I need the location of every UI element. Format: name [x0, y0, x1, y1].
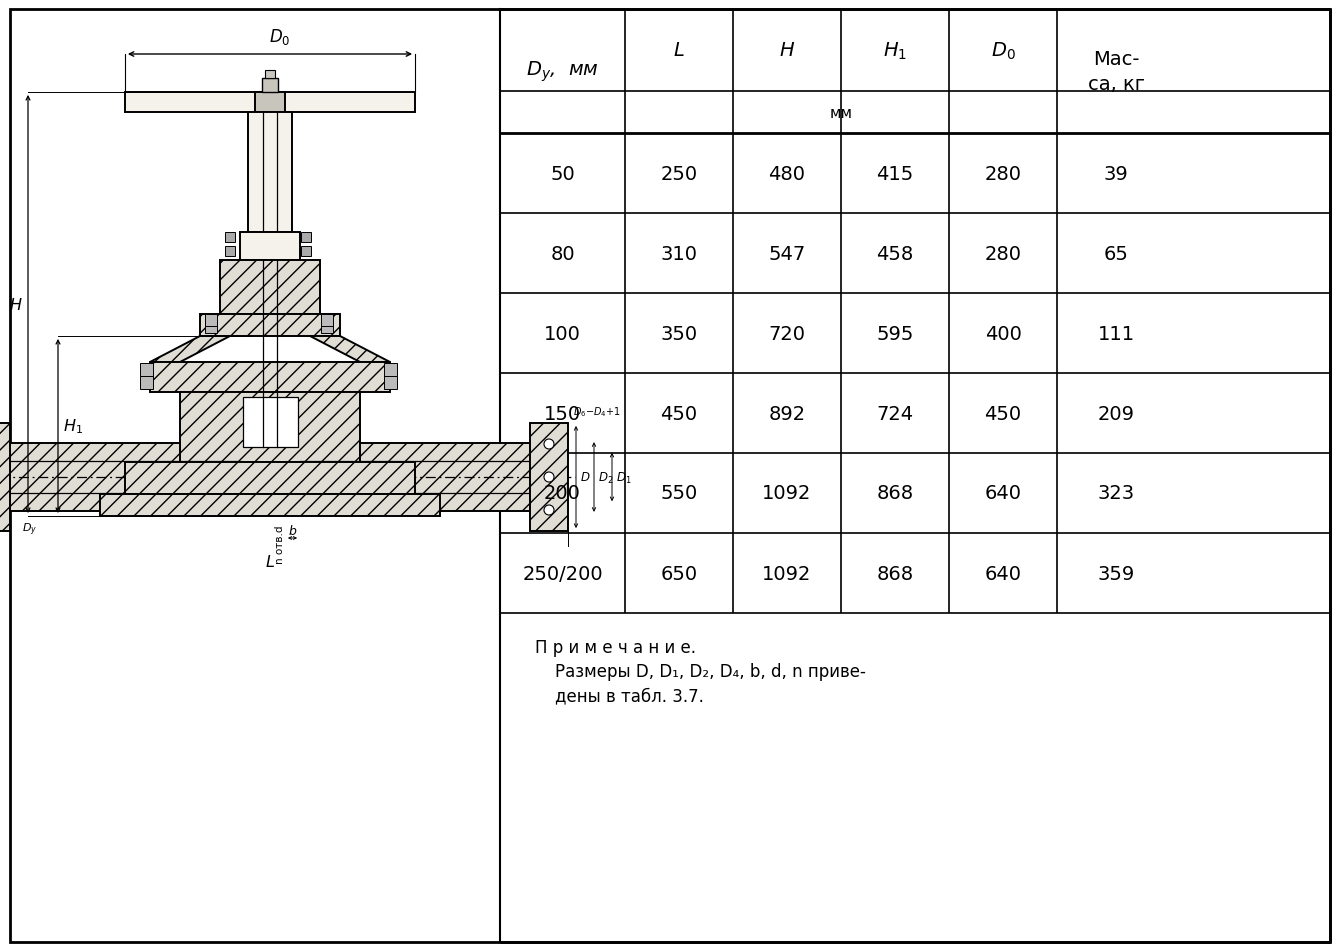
Text: 415: 415 — [876, 165, 914, 184]
Text: 868: 868 — [876, 564, 914, 583]
Text: 1092: 1092 — [762, 484, 812, 503]
Text: $H_1$: $H_1$ — [883, 40, 907, 62]
Circle shape — [544, 472, 553, 483]
Text: 250/200: 250/200 — [523, 564, 603, 583]
Bar — [225, 247, 234, 257]
Text: Размеры D, D₁, D₂, D₄, b, d, n приве-: Размеры D, D₁, D₂, D₄, b, d, n приве- — [555, 663, 866, 681]
Text: 150: 150 — [544, 404, 582, 423]
Text: 720: 720 — [769, 325, 805, 343]
Bar — [225, 232, 234, 243]
Text: 323: 323 — [1097, 484, 1135, 503]
Text: 280: 280 — [985, 245, 1021, 263]
Text: $D_0$: $D_0$ — [269, 27, 291, 47]
Text: 892: 892 — [768, 404, 805, 423]
Bar — [385, 377, 397, 389]
Bar — [139, 364, 153, 377]
Text: 458: 458 — [876, 245, 914, 263]
Bar — [240, 232, 300, 261]
Text: $D_6{-}D_4{+}1$: $D_6{-}D_4{+}1$ — [574, 405, 620, 419]
Text: $D_y$,  мм: $D_y$, мм — [527, 60, 599, 84]
Text: 250: 250 — [661, 165, 698, 184]
Text: $D$: $D$ — [580, 471, 591, 484]
Bar — [255, 93, 285, 113]
Circle shape — [544, 440, 553, 449]
Bar — [263, 79, 277, 93]
Text: 39: 39 — [1104, 165, 1128, 184]
Bar — [125, 463, 415, 494]
Bar — [302, 247, 311, 257]
Text: 209: 209 — [1097, 404, 1135, 423]
Text: $H$: $H$ — [779, 42, 795, 60]
Text: 550: 550 — [661, 484, 698, 503]
Text: 450: 450 — [985, 404, 1021, 423]
Bar — [200, 315, 340, 337]
Text: 650: 650 — [661, 564, 698, 583]
Text: 80: 80 — [551, 245, 575, 263]
Polygon shape — [150, 337, 230, 363]
Bar — [180, 392, 360, 463]
Text: 111: 111 — [1097, 325, 1135, 343]
Bar — [385, 364, 397, 377]
Text: $D_y$: $D_y$ — [23, 522, 38, 538]
Bar — [9, 444, 180, 511]
Text: 350: 350 — [661, 325, 698, 343]
Text: П р и м е ч а н и е.: П р и м е ч а н и е. — [535, 639, 695, 656]
Text: $L$: $L$ — [265, 553, 275, 569]
Bar — [322, 322, 334, 333]
Text: n отв.d: n отв.d — [275, 525, 285, 563]
Text: Мас-
са, кг: Мас- са, кг — [1088, 50, 1144, 94]
Text: $H$: $H$ — [9, 297, 23, 312]
Circle shape — [544, 506, 553, 515]
Text: мм: мм — [829, 106, 852, 120]
Polygon shape — [310, 337, 390, 363]
Bar — [139, 377, 153, 389]
Text: $D_2$: $D_2$ — [598, 470, 614, 485]
Text: 65: 65 — [1104, 245, 1128, 263]
Text: $D_0$: $D_0$ — [990, 40, 1016, 62]
Bar — [100, 494, 440, 516]
Text: 400: 400 — [985, 325, 1021, 343]
Text: 50: 50 — [551, 165, 575, 184]
Bar — [531, 424, 568, 531]
Text: 640: 640 — [985, 484, 1021, 503]
Text: 359: 359 — [1097, 564, 1135, 583]
Text: 1092: 1092 — [762, 564, 812, 583]
Bar — [243, 398, 297, 447]
Text: 200: 200 — [544, 484, 582, 503]
Bar — [125, 93, 415, 113]
Text: $D_1$: $D_1$ — [616, 470, 631, 485]
Text: $L$: $L$ — [673, 42, 685, 60]
Text: 724: 724 — [876, 404, 914, 423]
Text: дены в табл. 3.7.: дены в табл. 3.7. — [555, 686, 704, 704]
Bar — [322, 315, 334, 327]
Bar — [150, 363, 390, 392]
Bar — [205, 322, 217, 333]
Bar — [205, 315, 217, 327]
Text: 480: 480 — [769, 165, 805, 184]
Bar — [302, 232, 311, 243]
Text: 450: 450 — [661, 404, 698, 423]
Text: 595: 595 — [876, 325, 914, 343]
Bar — [265, 71, 275, 79]
Bar — [360, 444, 531, 511]
Text: 547: 547 — [768, 245, 805, 263]
Text: 100: 100 — [544, 325, 582, 343]
Bar — [220, 261, 320, 315]
Text: 280: 280 — [985, 165, 1021, 184]
Text: b: b — [288, 525, 296, 538]
Text: $H_1$: $H_1$ — [63, 417, 83, 436]
Text: 640: 640 — [985, 564, 1021, 583]
Text: 868: 868 — [876, 484, 914, 503]
Bar — [248, 113, 292, 232]
Bar — [0, 424, 9, 531]
Text: 310: 310 — [661, 245, 698, 263]
